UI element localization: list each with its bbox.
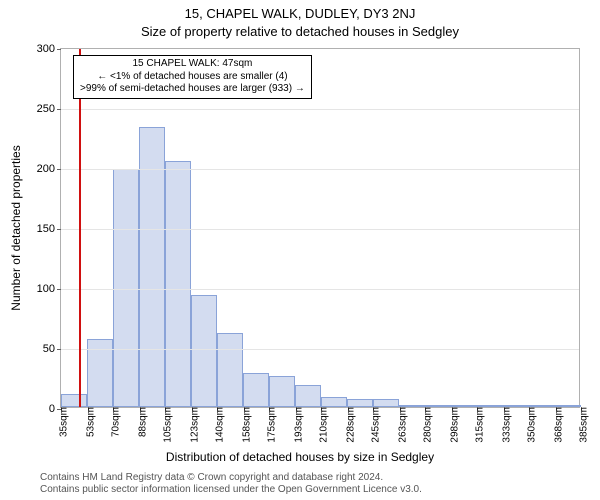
x-tick-label: 70sqm — [105, 407, 122, 437]
plot-area: 15 CHAPEL WALK: 47sqm ← <1% of detached … — [60, 48, 580, 408]
reference-line — [79, 49, 81, 407]
footer-line: Contains public sector information licen… — [40, 484, 600, 496]
histogram-bar — [321, 397, 347, 407]
histogram-bar — [243, 373, 269, 407]
gridline — [61, 349, 579, 350]
x-tick-label: 298sqm — [443, 407, 460, 443]
x-tick-label: 385sqm — [573, 407, 590, 443]
x-tick-label: 350sqm — [521, 407, 538, 443]
y-tick-label: 300 — [37, 43, 61, 55]
gridline — [61, 229, 579, 230]
x-tick-label: 193sqm — [287, 407, 304, 443]
chart-container: 15, CHAPEL WALK, DUDLEY, DY3 2NJ Size of… — [0, 0, 600, 500]
histogram-bar — [269, 376, 295, 407]
x-tick-label: 315sqm — [469, 407, 486, 443]
annotation-box: 15 CHAPEL WALK: 47sqm ← <1% of detached … — [73, 55, 312, 99]
y-tick-label: 200 — [37, 163, 61, 175]
histogram-bar — [347, 399, 373, 407]
gridline — [61, 109, 579, 110]
x-tick-label: 140sqm — [209, 407, 226, 443]
annotation-line: 15 CHAPEL WALK: 47sqm — [80, 58, 305, 71]
x-tick-label: 245sqm — [365, 407, 382, 443]
x-tick-label: 210sqm — [313, 407, 330, 443]
y-tick-label: 250 — [37, 103, 61, 115]
histogram-bar — [61, 394, 87, 407]
x-tick-label: 158sqm — [235, 407, 252, 443]
y-tick-label: 150 — [37, 223, 61, 235]
x-tick-label: 105sqm — [157, 407, 174, 443]
x-tick-label: 263sqm — [391, 407, 408, 443]
x-axis-label: Distribution of detached houses by size … — [0, 450, 600, 464]
histogram-bar — [165, 161, 191, 407]
annotation-line: ← <1% of detached houses are smaller (4) — [80, 71, 305, 84]
annotation-line: >99% of semi-detached houses are larger … — [80, 83, 305, 96]
histogram-bar — [373, 399, 399, 407]
footer: Contains HM Land Registry data © Crown c… — [0, 472, 600, 496]
histogram-bar — [191, 295, 217, 407]
x-tick-label: 88sqm — [131, 407, 148, 437]
address-title: 15, CHAPEL WALK, DUDLEY, DY3 2NJ — [0, 6, 600, 21]
gridline — [61, 289, 579, 290]
x-tick-label: 333sqm — [495, 407, 512, 443]
histogram-bar — [295, 385, 321, 407]
x-tick-label: 53sqm — [79, 407, 96, 437]
x-tick-label: 175sqm — [261, 407, 278, 443]
x-tick-label: 368sqm — [547, 407, 564, 443]
y-tick-label: 50 — [43, 343, 61, 355]
x-tick-label: 35sqm — [53, 407, 70, 437]
x-tick-label: 280sqm — [417, 407, 434, 443]
x-tick-label: 228sqm — [339, 407, 356, 443]
x-tick-label: 123sqm — [183, 407, 200, 443]
histogram-bar — [217, 333, 243, 407]
footer-line: Contains HM Land Registry data © Crown c… — [40, 472, 600, 484]
chart-subtitle: Size of property relative to detached ho… — [0, 24, 600, 39]
gridline — [61, 169, 579, 170]
y-axis-label: Number of detached properties — [9, 145, 23, 310]
y-tick-label: 100 — [37, 283, 61, 295]
